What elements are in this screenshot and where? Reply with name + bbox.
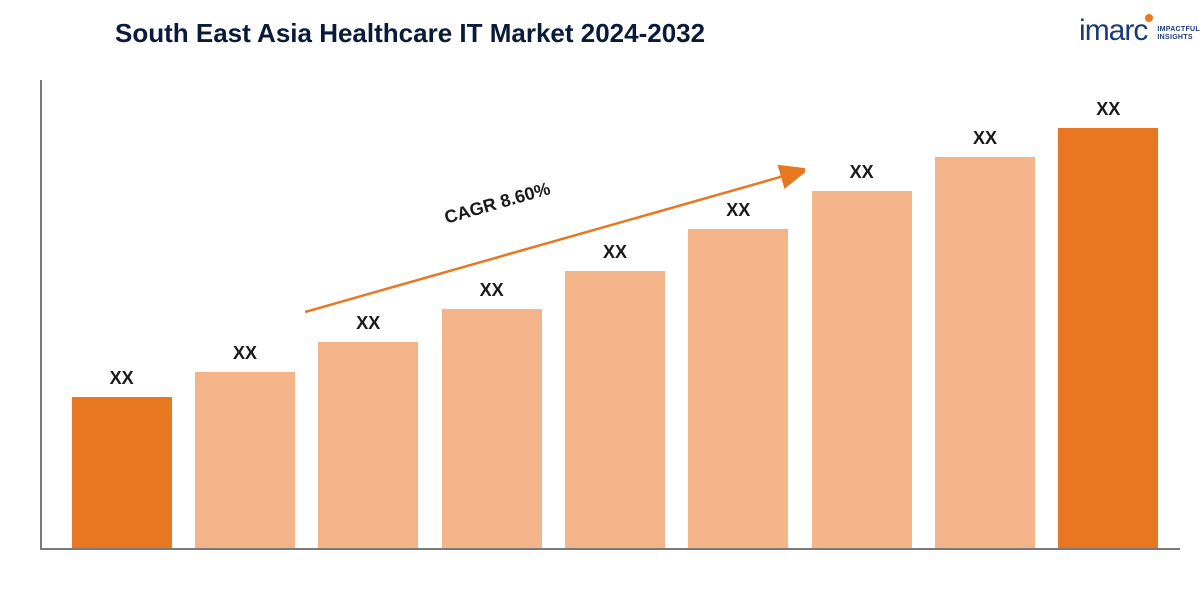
bar-slot: XX <box>812 162 912 548</box>
bar <box>935 157 1035 548</box>
bar-value-label: XX <box>356 313 380 334</box>
chart-title: South East Asia Healthcare IT Market 202… <box>115 18 705 49</box>
bar-slot: XX <box>565 242 665 548</box>
bar-value-label: XX <box>603 242 627 263</box>
bar-value-label: XX <box>973 128 997 149</box>
bar-slot: XX <box>442 280 542 548</box>
bars-container: XX XX XX XX XX XX XX XX XX <box>40 100 1180 548</box>
bar <box>688 229 788 548</box>
bar-value-label: XX <box>480 280 504 301</box>
logo-sub-text: IMPACTFULINSIGHTS <box>1157 26 1200 42</box>
bar <box>812 191 912 548</box>
bar-slot: XX <box>195 343 295 548</box>
bar-slot: XX <box>72 368 172 548</box>
bar-value-label: XX <box>233 343 257 364</box>
bar-slot: XX <box>318 313 418 548</box>
x-axis-line <box>40 548 1180 550</box>
bar-slot: XX <box>688 200 788 548</box>
bar <box>565 271 665 548</box>
bar <box>318 342 418 548</box>
bar-slot: XX <box>935 128 1035 548</box>
bar-slot: XX <box>1058 99 1158 548</box>
bar-value-label: XX <box>1096 99 1120 120</box>
bar-value-label: XX <box>110 368 134 389</box>
logo-dot-icon <box>1145 14 1153 22</box>
bar <box>72 397 172 548</box>
bar-value-label: XX <box>726 200 750 221</box>
bar <box>442 309 542 548</box>
bar <box>195 372 295 548</box>
bar <box>1058 128 1158 548</box>
chart-area: XXXXXXXXXXXXXXXXXX CAGR 8.60% <box>40 80 1180 570</box>
brand-logo: imarc IMPACTFULINSIGHTS <box>1079 14 1200 48</box>
bar-value-label: XX <box>850 162 874 183</box>
logo-main-text: imarc <box>1079 14 1153 48</box>
